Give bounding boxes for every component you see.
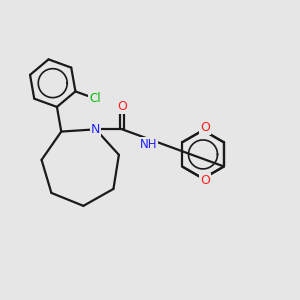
Text: O: O xyxy=(117,100,127,113)
Text: O: O xyxy=(200,174,210,188)
Text: O: O xyxy=(200,122,210,134)
Text: NH: NH xyxy=(140,138,157,152)
Text: N: N xyxy=(91,123,100,136)
Text: Cl: Cl xyxy=(89,92,100,105)
